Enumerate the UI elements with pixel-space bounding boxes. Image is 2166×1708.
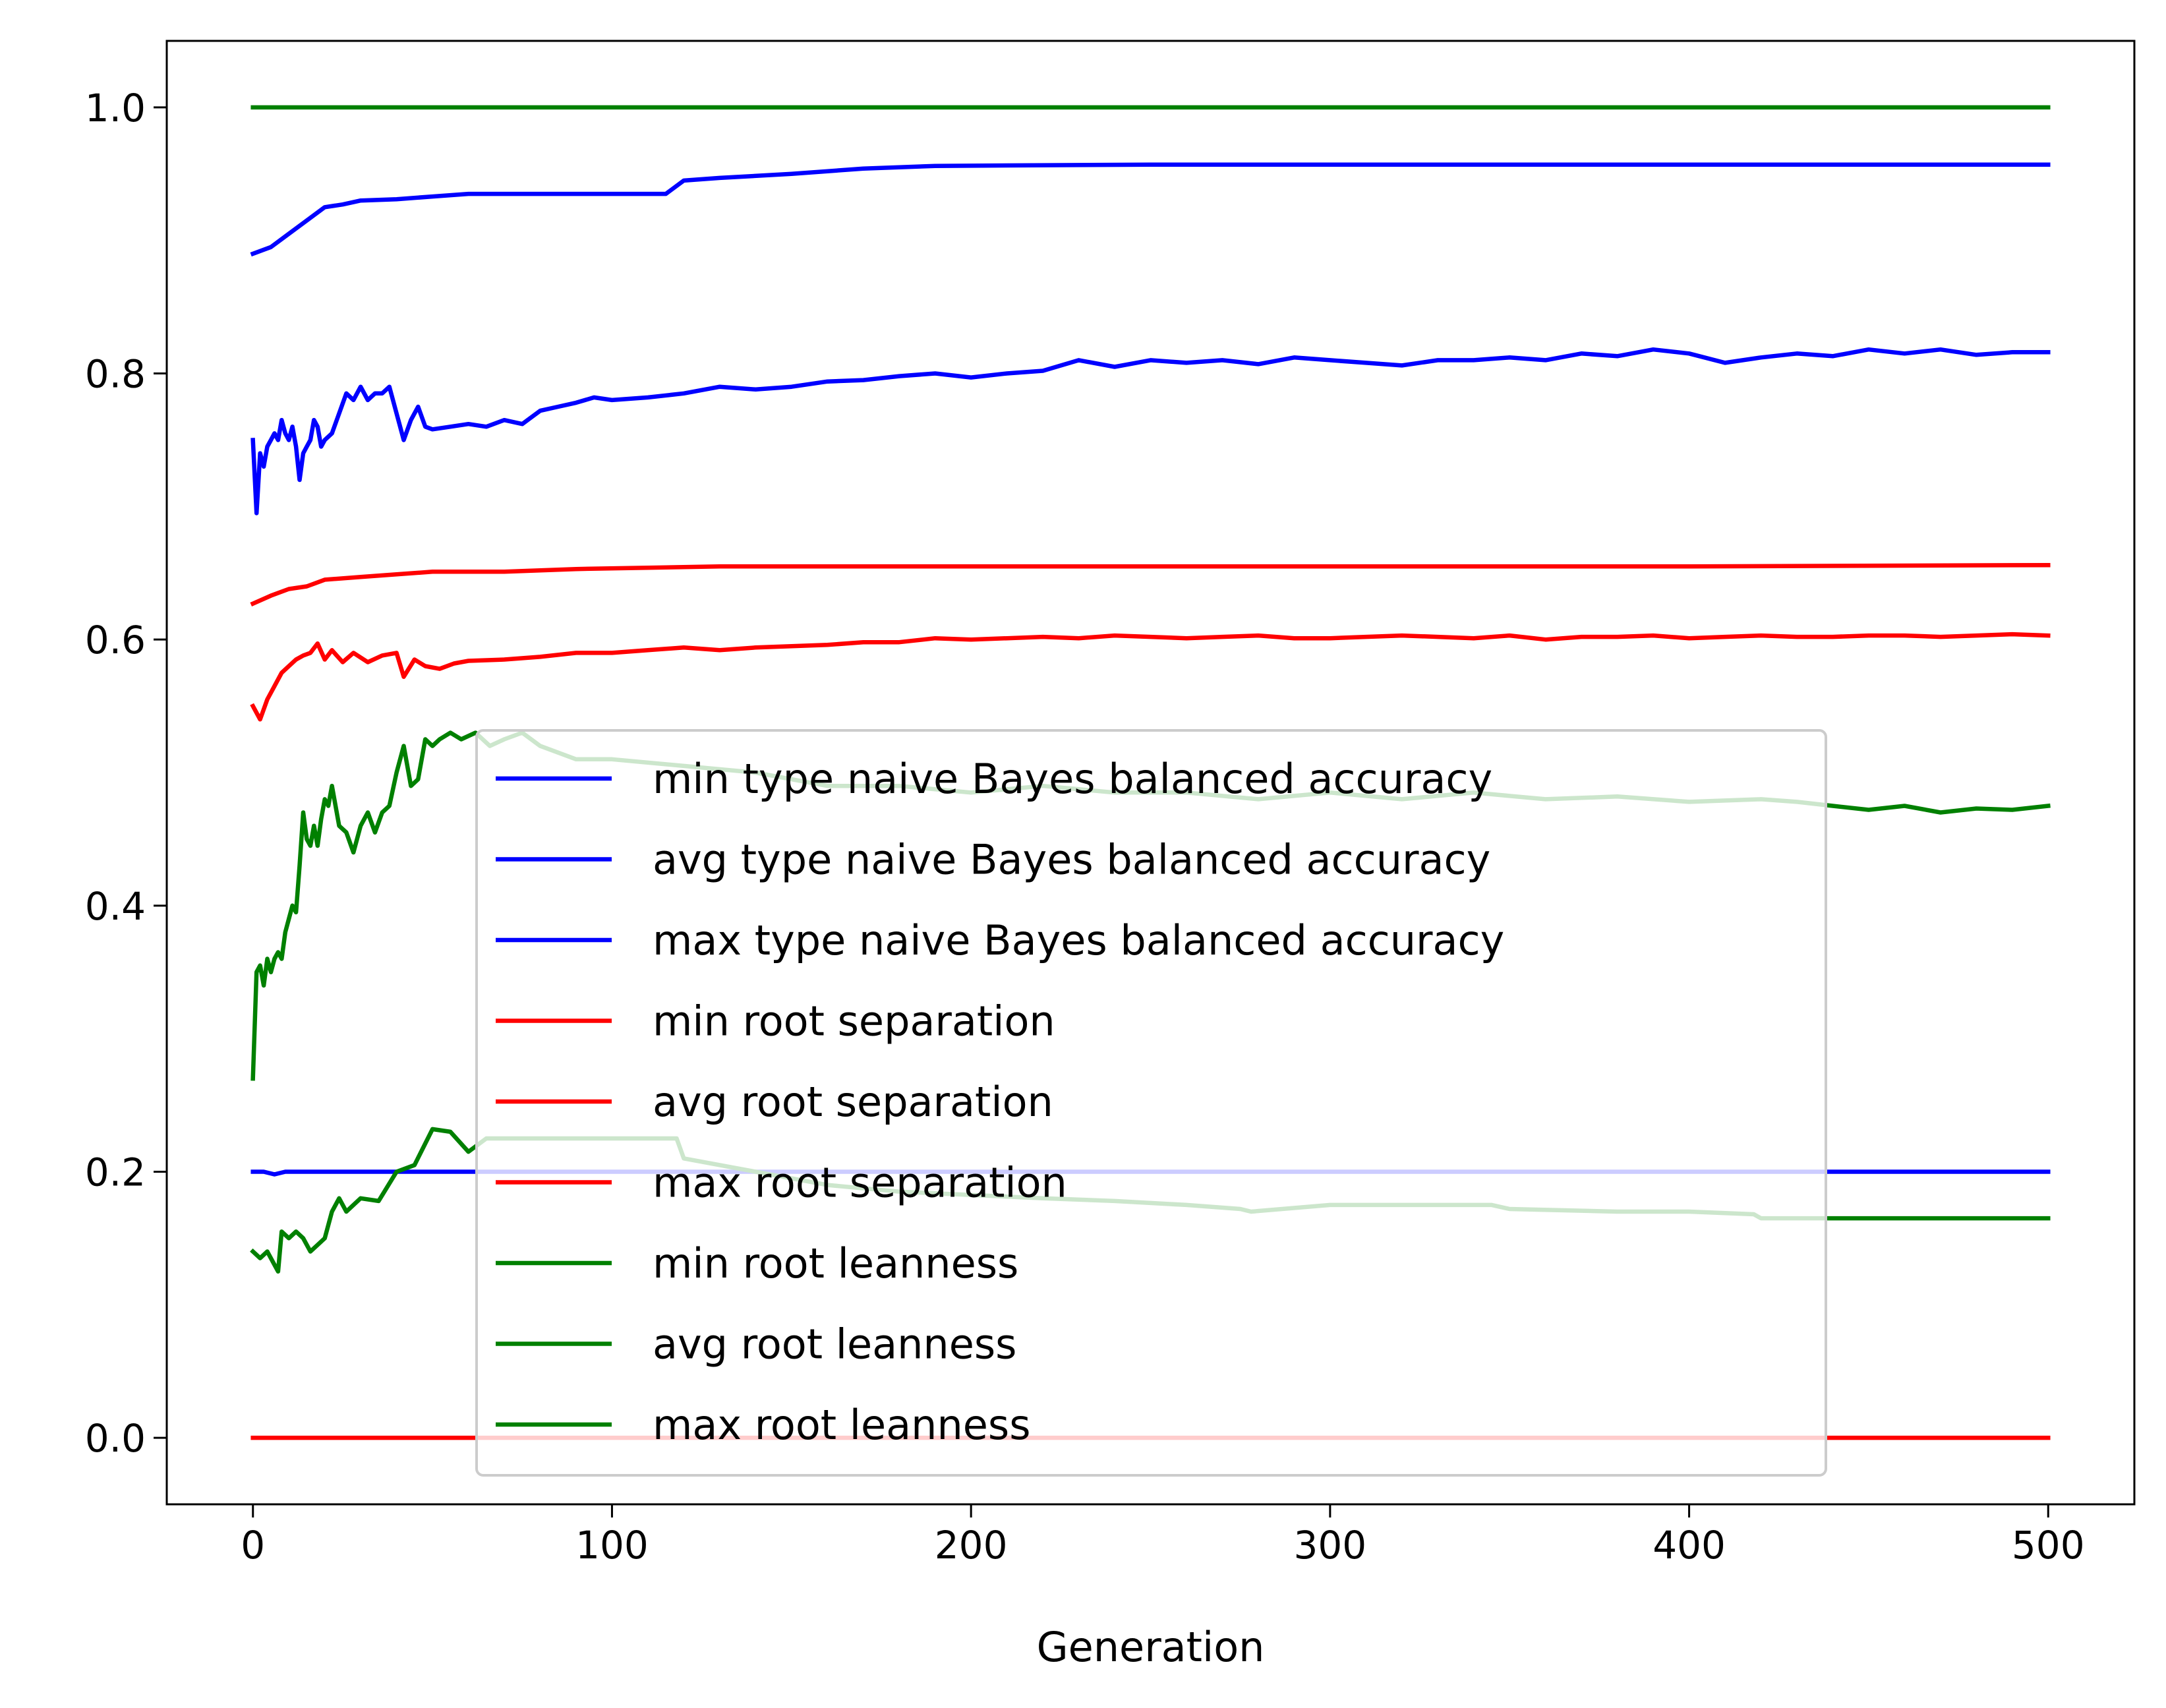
legend-label: max root separation bbox=[653, 1159, 1067, 1207]
x-axis: 0 100 200 300 400 500 bbox=[241, 1504, 2085, 1568]
series-line-6 bbox=[250, 562, 2051, 606]
x-tick-label: 0 bbox=[241, 1523, 265, 1568]
y-tick-label: 0.0 bbox=[85, 1416, 146, 1461]
y-tick-label: 1.0 bbox=[85, 86, 146, 131]
legend-label: max type naive Bayes balanced accuracy bbox=[653, 916, 1504, 964]
legend-label: max root leanness bbox=[653, 1401, 1031, 1449]
legend-label: min root separation bbox=[653, 997, 1055, 1045]
y-tick-label: 0.2 bbox=[85, 1150, 146, 1194]
legend-label: avg root leanness bbox=[653, 1320, 1016, 1369]
y-tick-label: 0.8 bbox=[85, 352, 146, 397]
x-tick-label: 100 bbox=[575, 1523, 649, 1568]
legend: min type naive Bayes balanced accuracy av… bbox=[475, 729, 1827, 1477]
legend-label: avg type naive Bayes balanced accuracy bbox=[653, 836, 1490, 884]
y-axis: 0.0 0.2 0.4 0.6 0.8 1.0 bbox=[85, 86, 167, 1461]
x-tick-label: 500 bbox=[2012, 1523, 2085, 1568]
y-tick-label: 0.4 bbox=[85, 884, 146, 929]
y-tick-label: 0.6 bbox=[85, 618, 146, 663]
x-axis-title: Generation bbox=[1037, 1623, 1265, 1671]
plot-frame bbox=[165, 40, 2136, 1506]
legend-label: min root leanness bbox=[653, 1239, 1018, 1287]
series-line-5 bbox=[250, 632, 2051, 722]
x-tick-label: 300 bbox=[1293, 1523, 1366, 1568]
x-tick-label: 200 bbox=[935, 1523, 1008, 1568]
series-line-2 bbox=[250, 347, 2051, 515]
legend-box bbox=[475, 729, 1827, 1477]
x-tick-label: 400 bbox=[1653, 1523, 1726, 1568]
series-line-3 bbox=[250, 162, 2051, 257]
legend-label: min type naive Bayes balanced accuracy bbox=[653, 755, 1492, 803]
legend-label: avg root separation bbox=[653, 1078, 1053, 1126]
